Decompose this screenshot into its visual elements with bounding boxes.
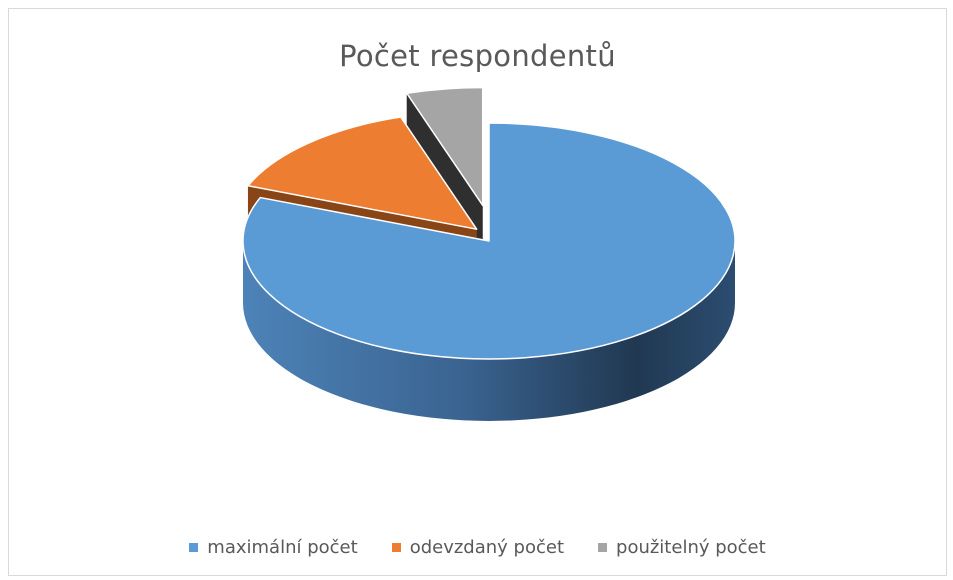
chart-title: Počet respondentů [339,39,616,73]
legend-swatch-maximalni [189,543,199,552]
chart-area: Počet respondentů maximální počet [8,8,947,576]
pie-slice-wall-maximalni [243,241,735,421]
legend-item-odevzdany: odevzdaný počet [391,537,565,558]
pie-slice-pouzitelny [405,86,484,207]
legend-label-maximalni: maximální počet [207,537,358,558]
legend-swatch-odevzdany [391,543,401,552]
pie-slice-maximalni [242,122,736,360]
legend-label-odevzdany: odevzdaný počet [409,537,565,558]
pie-slice-odevzdany [247,116,478,230]
legend-item-pouzitelny: použitelný počet [598,537,766,558]
legend-swatch-pouzitelny [598,543,608,552]
legend-label-pouzitelny: použitelný počet [616,537,766,558]
chart-legend: maximální počet odevzdaný počet použitel… [9,537,946,558]
pie-plot [242,86,736,421]
legend-item-maximalni: maximální počet [189,537,358,558]
